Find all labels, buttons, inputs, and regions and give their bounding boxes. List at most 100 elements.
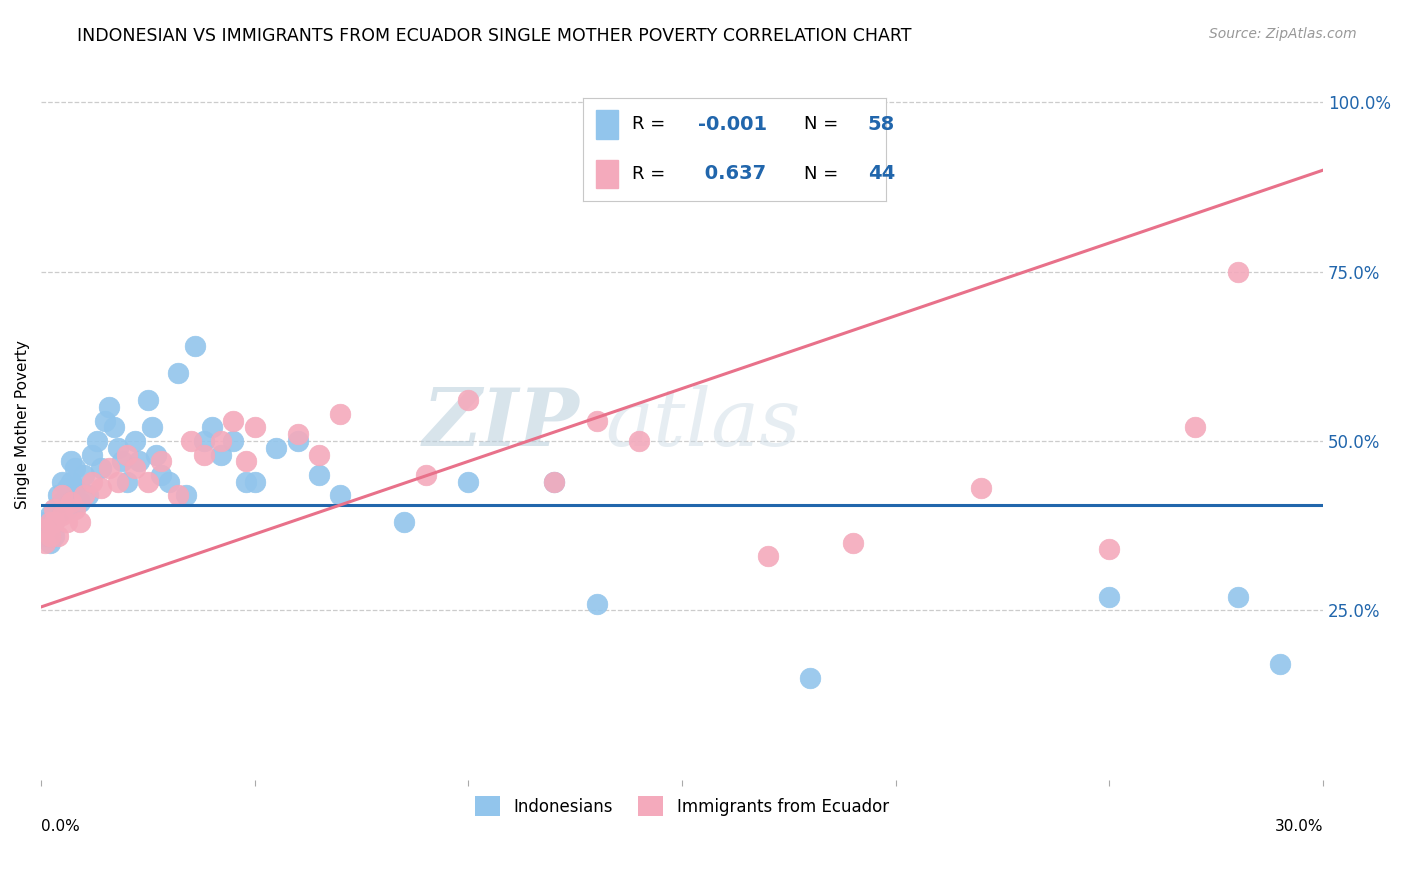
Point [98, 400, 121, 414]
Point [235, 454, 257, 468]
Point [34, 522, 56, 536]
Point [34, 535, 56, 549]
Text: 0.637: 0.637 [699, 164, 766, 183]
Text: N =: N = [804, 164, 844, 183]
Point [115, 448, 138, 462]
Point [107, 441, 129, 455]
Point [193, 448, 215, 462]
Point [34, 516, 56, 530]
Point [842, 535, 865, 549]
Bar [596, 111, 619, 139]
Point [82, 475, 104, 489]
Point [34, 529, 56, 543]
Point [329, 488, 352, 502]
Point [82, 448, 104, 462]
Point [585, 597, 607, 611]
Point [38, 508, 60, 523]
Text: 30.0%: 30.0% [1275, 819, 1323, 834]
Text: -0.001: -0.001 [699, 115, 768, 134]
Point [201, 420, 224, 434]
Y-axis label: Single Mother Poverty: Single Mother Poverty [15, 340, 30, 508]
Text: 44: 44 [868, 164, 894, 183]
Point [394, 516, 416, 530]
Point [970, 482, 993, 496]
Point [98, 461, 121, 475]
Point [457, 393, 479, 408]
Text: Source: ZipAtlas.com: Source: ZipAtlas.com [1209, 27, 1357, 41]
Point [60, 495, 83, 509]
Point [1184, 420, 1206, 434]
Point [585, 414, 607, 428]
Point [222, 414, 245, 428]
Point [457, 475, 479, 489]
Point [90, 461, 112, 475]
Point [1270, 657, 1292, 672]
Text: R =: R = [631, 115, 671, 133]
Point [128, 454, 150, 468]
Text: ZIP: ZIP [423, 385, 579, 463]
Point [73, 467, 96, 482]
Text: 0.0%: 0.0% [41, 819, 80, 834]
Point [55, 501, 77, 516]
Point [193, 434, 215, 448]
Point [136, 475, 159, 489]
Point [103, 420, 125, 434]
Point [235, 475, 257, 489]
Point [141, 420, 163, 434]
Legend: Indonesians, Immigrants from Ecuador: Indonesians, Immigrants from Ecuador [467, 788, 897, 824]
Point [124, 461, 146, 475]
Point [243, 475, 266, 489]
Point [42, 516, 65, 530]
Point [65, 482, 87, 496]
Point [86, 434, 108, 448]
Text: INDONESIAN VS IMMIGRANTS FROM ECUADOR SINGLE MOTHER POVERTY CORRELATION CHART: INDONESIAN VS IMMIGRANTS FROM ECUADOR SI… [77, 27, 912, 45]
Point [176, 488, 198, 502]
Point [167, 366, 190, 380]
Point [42, 516, 65, 530]
Point [51, 488, 73, 502]
Point [38, 522, 60, 536]
Point [149, 467, 172, 482]
Point [46, 508, 69, 523]
Point [55, 482, 77, 496]
Point [145, 448, 167, 462]
Point [209, 434, 232, 448]
Point [42, 501, 65, 516]
Text: N =: N = [804, 115, 844, 133]
Point [756, 549, 779, 563]
Point [46, 529, 69, 543]
Point [628, 434, 651, 448]
Point [111, 454, 134, 468]
Point [94, 414, 117, 428]
Point [308, 448, 330, 462]
Text: 58: 58 [868, 115, 894, 134]
Point [180, 434, 202, 448]
Point [184, 339, 207, 353]
Point [124, 434, 146, 448]
Point [115, 475, 138, 489]
Point [287, 427, 309, 442]
Point [55, 516, 77, 530]
Point [38, 516, 60, 530]
Point [38, 529, 60, 543]
Point [149, 454, 172, 468]
Point [243, 420, 266, 434]
Point [157, 475, 180, 489]
Point [42, 529, 65, 543]
Point [799, 671, 821, 685]
Point [51, 495, 73, 509]
Point [69, 495, 91, 509]
Bar [596, 160, 619, 188]
Point [167, 488, 190, 502]
Point [69, 516, 91, 530]
Point [329, 407, 352, 421]
Point [1098, 590, 1121, 604]
Point [1098, 542, 1121, 557]
Point [287, 434, 309, 448]
Point [90, 482, 112, 496]
Point [415, 467, 437, 482]
Point [38, 535, 60, 549]
Point [42, 501, 65, 516]
Point [46, 488, 69, 502]
Point [65, 501, 87, 516]
